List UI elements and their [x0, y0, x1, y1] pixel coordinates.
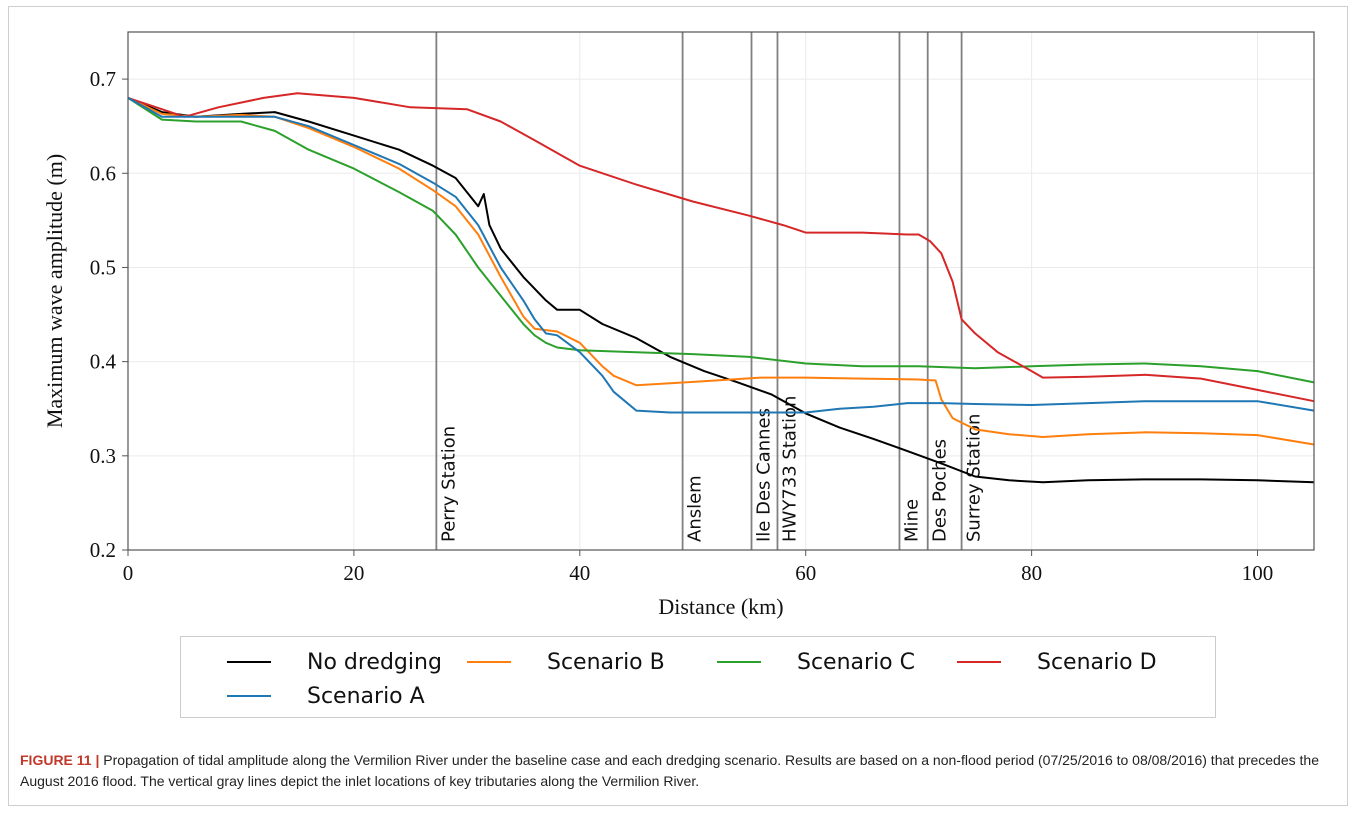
legend-item-scenario-c: Scenario C [717, 647, 915, 677]
legend-label: Scenario A [307, 683, 425, 709]
series-line-scenario-a [127, 97, 1315, 414]
legend-label: Scenario B [547, 649, 665, 675]
series-line-scenario-c [127, 97, 1315, 384]
tributary-label: Perry Station [438, 426, 459, 542]
tributary-label: Des Poches [930, 439, 951, 542]
x-tick-label: 0 [123, 561, 134, 585]
y-tick-label: 0.2 [90, 538, 116, 562]
y-axis-label: Maximum wave amplitude (m) [42, 154, 67, 428]
series-line-scenario-b [127, 96, 1315, 446]
y-tick-label: 0.6 [90, 161, 116, 185]
legend: No dredging Scenario B Scenario C Scenar… [180, 636, 1216, 718]
y-tick-label: 0.5 [90, 255, 116, 279]
x-axis-label: Distance (km) [658, 594, 783, 619]
x-tick-label: 100 [1242, 561, 1274, 585]
tributary-label: Surrey Station [964, 414, 985, 542]
grid-lines [127, 32, 1314, 551]
caption-label: FIGURE 11 | [20, 752, 100, 768]
series-line-no-dredging [127, 96, 1315, 484]
legend-label: Scenario C [797, 649, 915, 675]
legend-label: Scenario D [1037, 649, 1157, 675]
tributary-lines: Perry Station Anslem Ile Des Cannes HWY733 … [435, 32, 985, 550]
legend-swatch [467, 661, 511, 663]
plot-area [127, 31, 1315, 551]
tributary-label: Anslem [685, 475, 706, 542]
legend-item-scenario-a: Scenario A [227, 681, 425, 711]
series-line-scenario-d [127, 92, 1315, 403]
x-tick-label: 80 [1021, 561, 1042, 585]
caption-text: Propagation of tidal amplitude along the… [20, 752, 1319, 789]
legend-item-no-dredging: No dredging [227, 647, 442, 677]
legend-swatch [227, 695, 271, 697]
y-tick-label: 0.3 [90, 444, 116, 468]
y-axis-ticks: 0.2 0.3 0.4 0.5 0.6 0.7 [90, 67, 128, 562]
legend-label: No dredging [307, 649, 442, 675]
line-chart: Perry Station Anslem Ile Des Cannes HWY733 … [42, 31, 1315, 619]
x-tick-label: 60 [795, 561, 816, 585]
tributary-label: Mine [901, 499, 922, 542]
x-tick-label: 20 [343, 561, 364, 585]
legend-swatch [227, 661, 271, 663]
legend-swatch [957, 661, 1001, 663]
series-lines [127, 92, 1315, 484]
legend-item-scenario-d: Scenario D [957, 647, 1157, 677]
tributary-label: HWY733 Station [779, 396, 800, 542]
tributary-label: Ile Des Cannes [753, 408, 774, 542]
y-tick-label: 0.7 [90, 67, 116, 91]
y-tick-label: 0.4 [90, 350, 117, 374]
legend-item-scenario-b: Scenario B [467, 647, 665, 677]
legend-swatch [717, 661, 761, 663]
x-tick-label: 40 [569, 561, 590, 585]
x-axis-ticks: 0 20 40 60 80 100 [123, 550, 1274, 585]
figure-caption: FIGURE 11 | Propagation of tidal amplitu… [20, 750, 1340, 792]
